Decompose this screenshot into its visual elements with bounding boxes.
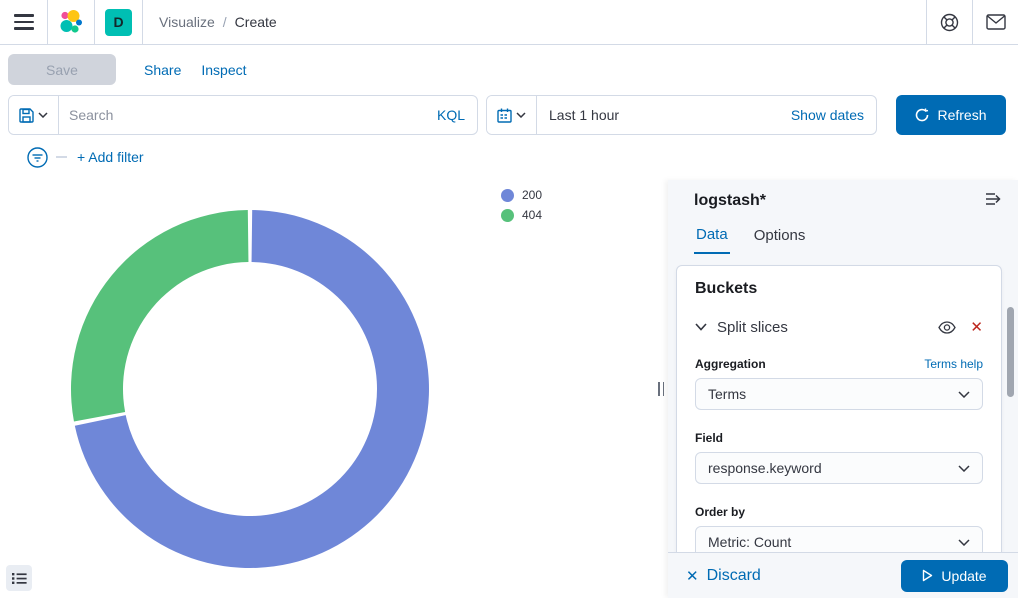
panel-scrollbar-thumb[interactable] <box>1007 307 1014 397</box>
legend-dot-404 <box>501 208 514 222</box>
date-picker-bar: Last 1 hour Show dates <box>486 95 877 135</box>
editor-footer: ✕ Discard Update <box>668 552 1018 598</box>
breadcrumb: Visualize / Create <box>143 0 926 44</box>
kql-syntax-button[interactable]: KQL <box>425 107 477 123</box>
visualization-chart-area: 200 404 <box>0 180 654 598</box>
discard-label: Discard <box>706 566 761 584</box>
toggle-bucket-visibility-button[interactable] <box>938 320 957 334</box>
save-floppy-icon <box>19 107 34 123</box>
donut-chart <box>70 210 429 568</box>
query-bar: KQL <box>8 95 478 135</box>
field-value: response.keyword <box>708 460 822 476</box>
eye-icon <box>938 320 957 334</box>
legend-item-404[interactable]: 404 <box>501 208 542 222</box>
field-label-row: Field <box>695 431 983 445</box>
resizer-grip-icon <box>658 382 664 396</box>
buckets-card: Buckets Split slices ✕ Aggregation <box>676 265 1002 565</box>
help-menu-button[interactable] <box>926 0 972 44</box>
play-icon <box>923 569 933 582</box>
time-range-button[interactable]: Last 1 hour <box>537 107 619 123</box>
calendar-icon <box>497 108 512 123</box>
legend-label-404: 404 <box>522 208 543 222</box>
bucket-accordion-toggle[interactable] <box>695 323 707 331</box>
chevron-down-icon <box>38 112 48 118</box>
donut-slice-404[interactable] <box>70 210 249 422</box>
split-slices-row: Split slices ✕ <box>695 318 983 336</box>
split-slices-label: Split slices <box>717 318 788 336</box>
add-filter-button[interactable]: + Add filter <box>77 149 144 165</box>
aggregation-value: Terms <box>708 386 747 402</box>
top-nav: D Visualize / Create <box>0 0 1018 45</box>
breadcrumb-create: Create <box>234 14 277 30</box>
legend-label-200: 200 <box>522 188 543 202</box>
buckets-heading: Buckets <box>695 280 758 297</box>
search-input[interactable] <box>59 96 425 134</box>
aggregation-label-row: Aggregation Terms help <box>695 357 983 371</box>
refresh-icon <box>916 108 929 122</box>
tab-options[interactable]: Options <box>752 226 808 254</box>
elastic-logo[interactable] <box>48 0 95 44</box>
close-icon: ✕ <box>686 567 699 585</box>
space-selector[interactable]: D <box>95 0 143 44</box>
legend-item-200[interactable]: 200 <box>501 188 542 202</box>
save-button[interactable]: Save <box>8 54 116 85</box>
aggregation-select[interactable]: Terms <box>695 378 983 410</box>
chart-legend: 200 404 <box>501 188 542 222</box>
filter-divider <box>56 156 67 158</box>
tab-data[interactable]: Data <box>694 226 730 254</box>
query-row: KQL Last 1 hour Show dates Refresh <box>0 95 1018 135</box>
donut-slice-200[interactable] <box>74 210 429 568</box>
main-content: 200 404 logstash* <box>0 180 1018 598</box>
vis-editor-side-panel: logstash* Data Options Buckets <box>668 180 1018 598</box>
terms-help-link[interactable]: Terms help <box>924 357 983 371</box>
order-by-value: Metric: Count <box>708 534 792 550</box>
discard-button[interactable]: ✕ Discard <box>686 567 761 585</box>
menu-hamburger-button[interactable] <box>0 0 48 44</box>
editor-tabs: Data Options <box>694 226 807 254</box>
field-select[interactable]: response.keyword <box>695 452 983 484</box>
filter-menu-button[interactable] <box>27 146 48 168</box>
breadcrumb-visualize[interactable]: Visualize <box>159 14 215 30</box>
date-quick-menu-button[interactable] <box>487 96 537 134</box>
refresh-button[interactable]: Refresh <box>896 95 1006 135</box>
field-label: Field <box>695 431 724 445</box>
update-button[interactable]: Update <box>901 559 1008 592</box>
elastic-logo-icon <box>60 10 82 33</box>
remove-bucket-button[interactable]: ✕ <box>970 319 983 336</box>
index-pattern-title: logstash* <box>694 191 767 209</box>
order-by-label: Order by <box>695 505 746 519</box>
legend-toggle-button[interactable] <box>6 565 32 591</box>
filter-icon <box>27 146 48 168</box>
list-icon <box>11 572 27 584</box>
chevron-down-icon <box>958 390 970 398</box>
breadcrumb-separator: / <box>222 14 227 30</box>
saved-query-menu-button[interactable] <box>9 96 59 134</box>
chevron-down-icon <box>695 323 707 331</box>
mail-envelope-icon <box>985 14 1006 30</box>
chevron-down-icon <box>958 538 970 546</box>
legend-dot-200 <box>501 188 514 202</box>
chevron-down-icon <box>958 464 970 472</box>
update-label: Update <box>941 567 987 584</box>
inspect-button[interactable]: Inspect <box>201 61 247 78</box>
show-dates-button[interactable]: Show dates <box>791 107 876 123</box>
filter-bar: + Add filter <box>0 143 144 171</box>
visualize-toolbar: Save Share Inspect <box>8 54 247 85</box>
refresh-label: Refresh <box>937 107 987 123</box>
help-lifebuoy-icon <box>940 13 959 31</box>
space-badge[interactable]: D <box>105 8 132 36</box>
order-by-label-row: Order by <box>695 505 983 519</box>
collapse-panel-button[interactable] <box>982 190 1004 211</box>
aggregation-label: Aggregation <box>695 357 766 371</box>
panel-resizer-handle[interactable] <box>654 180 668 598</box>
share-button[interactable]: Share <box>144 61 182 78</box>
newsfeed-button[interactable] <box>972 0 1018 44</box>
menu-right-icon <box>986 193 1001 205</box>
chevron-down-icon <box>516 112 526 118</box>
